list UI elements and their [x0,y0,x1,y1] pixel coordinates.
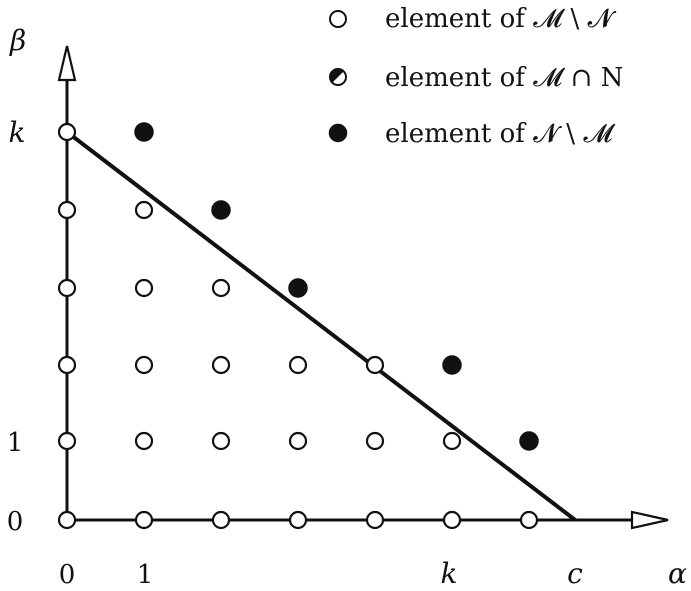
lattice-point-filled-3-3 [288,278,308,298]
legend-item-open: element of 𝓜 \ 𝓝 [385,4,617,34]
y-tick-k: k [9,116,26,149]
lattice-point-open-5-0 [442,510,462,530]
lattice-point-open-1-4 [134,200,154,220]
lattice-point-open-2-3 [211,278,231,298]
legend-item-filled: element of 𝓝 \ 𝓜 [385,119,615,149]
legend-filled-marker [328,123,348,143]
lattice-point-filled-5-2 [442,355,462,375]
lattice-point-open-5-1 [442,431,462,451]
x-tick-c: c [567,557,583,590]
lattice-point-open-0-1 [57,431,77,451]
lattice-point-open-2-1 [211,431,231,451]
lattice-point-open-0-3 [57,278,77,298]
legend: element of 𝓜 \ 𝓝 element of 𝓜 ∩ N elemen… [328,4,623,149]
lattice-point-open-1-1 [134,431,154,451]
lattice-point-open-4-2 [365,355,385,375]
x-tick-0: 0 [59,560,76,590]
y-tick-1: 1 [7,428,24,458]
legend-item-half: element of 𝓜 ∩ N [385,63,623,93]
lattice-point-open-3-1 [288,431,308,451]
y-tick-0: 0 [7,507,24,537]
lattice-points [57,122,539,530]
lattice-point-filled-6-1 [519,431,539,451]
lattice-point-open-1-3 [134,278,154,298]
lattice-point-open-4-0 [365,510,385,530]
lattice-point-open-0-5 [57,122,77,142]
lattice-point-open-0-4 [57,200,77,220]
x-tick-k: k [441,557,458,590]
lattice-point-open-1-2 [134,355,154,375]
y-axis-label: β [9,24,26,57]
lattice-point-filled-1-5 [134,122,154,142]
x-axis-label: α [668,557,687,590]
legend-open-marker [329,10,347,28]
legend-half-marker [329,68,347,86]
lattice-point-open-3-0 [288,510,308,530]
lattice-point-open-4-1 [365,431,385,451]
y-axis-arrowhead [57,45,77,82]
lattice-point-open-2-0 [211,510,231,530]
x-axis-arrowhead [630,510,669,530]
lattice-point-open-0-2 [57,355,77,375]
x-tick-1: 1 [137,560,154,590]
lattice-point-open-2-2 [211,355,231,375]
boundary-line [65,130,577,522]
lattice-point-open-3-2 [288,355,308,375]
lattice-point-open-6-0 [519,510,539,530]
lattice-point-open-1-0 [134,510,154,530]
lattice-point-filled-2-4 [211,200,231,220]
lattice-point-open-0-0 [57,510,77,530]
